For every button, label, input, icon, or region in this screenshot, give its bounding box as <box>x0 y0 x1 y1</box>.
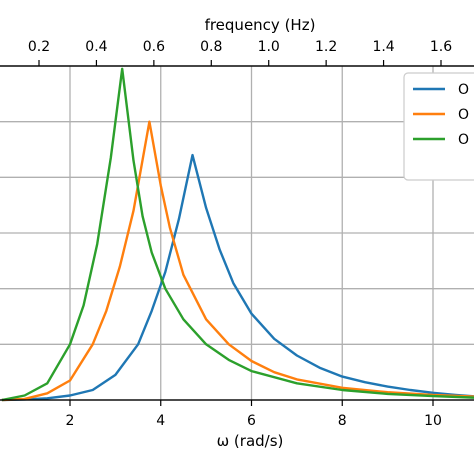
legend-box <box>403 72 474 181</box>
legend-label-3: O <box>458 132 469 148</box>
top-axis-title: frequency (Hz) <box>205 16 316 34</box>
x2-tick-label: 1.0 <box>258 39 280 55</box>
x-tick-label: 10 <box>424 413 442 429</box>
x-tick-label: 2 <box>66 413 75 429</box>
legend-label-1: O <box>458 82 469 98</box>
axis-layer: 2 4 6 8 10 0.2 0.4 0.6 0.8 1.0 1.2 1.4 1.6 <box>28 39 452 429</box>
plot-frame <box>0 65 474 401</box>
x2-tick-label: 0.8 <box>200 39 222 55</box>
series-line-3 <box>1 67 474 402</box>
x2-tick-label: 1.2 <box>315 39 337 55</box>
x2-tick-label: 0.2 <box>28 39 50 55</box>
x-tick-label: 6 <box>247 413 256 429</box>
x2-tick-label: 1.6 <box>430 39 452 55</box>
x-tick-label: 4 <box>156 413 165 429</box>
series-line-2 <box>1 120 474 402</box>
x2-tick-label: 1.4 <box>372 39 394 55</box>
x2-tick-label: 0.6 <box>143 39 165 55</box>
x-tick-label: 8 <box>338 413 347 429</box>
legend-label-2: O <box>458 107 469 123</box>
series-layer <box>1 67 474 402</box>
x2-tick-label: 0.4 <box>85 39 107 55</box>
series-line-1 <box>1 153 474 402</box>
legend: OOO <box>403 72 474 181</box>
bottom-axis-title: ω (rad/s) <box>217 432 284 450</box>
